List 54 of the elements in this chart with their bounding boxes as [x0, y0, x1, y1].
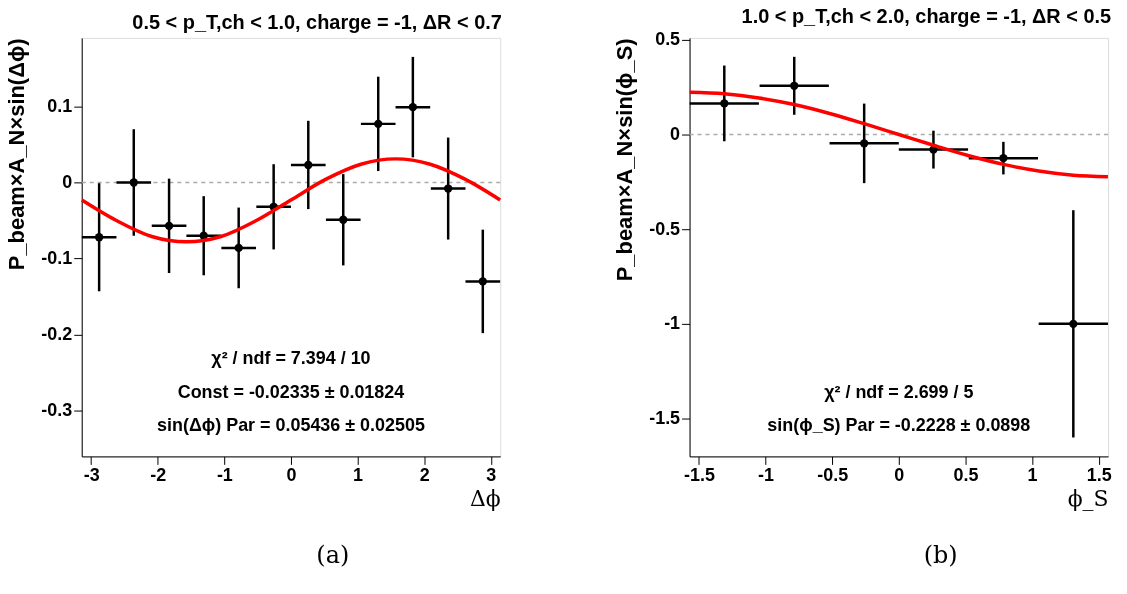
- point: [164, 221, 174, 230]
- x-tick-label: -1.5: [684, 464, 715, 485]
- point: [129, 178, 138, 187]
- y-tick-label: 0.1: [47, 95, 73, 116]
- annotation: sin(Δϕ) Par = 0.05436 ± 0.02505: [157, 415, 425, 436]
- y-tick-label: -0.2: [41, 324, 73, 345]
- x-tick-label: 0: [286, 464, 297, 485]
- point: [478, 277, 487, 286]
- x-tick-label: 1: [353, 464, 364, 485]
- x-tick-label: 0: [894, 464, 905, 485]
- y-tick-label: -1: [664, 313, 681, 334]
- y-tick-label: -0.1: [41, 248, 73, 269]
- x-tick-label: 2: [419, 464, 430, 485]
- y-axis-title: P_beam×A_N×sin(ϕ_S): [612, 38, 638, 282]
- point: [860, 139, 869, 148]
- chart-title: 0.5 < p_T,ch < 1.0, charge = -1, ΔR < 0.7: [132, 11, 502, 34]
- x-tick-label: 3: [486, 464, 497, 485]
- point: [94, 233, 104, 242]
- y-tick-label: 0.5: [655, 29, 681, 50]
- point: [304, 160, 313, 170]
- point: [1069, 319, 1078, 328]
- y-tick-label: -1.5: [649, 408, 681, 429]
- x-tick-label: 1.5: [1086, 464, 1112, 485]
- x-tick-label: -0.5: [817, 464, 849, 485]
- line-series: [687, 90, 1110, 179]
- x-tick-label: 0.5: [953, 464, 979, 485]
- text: (a): [316, 541, 350, 570]
- y-tick-label: 0: [670, 123, 681, 144]
- annotation: χ² / ndf = 7.394 / 10: [211, 347, 371, 368]
- y-tick-label: 0: [62, 171, 73, 192]
- point: [444, 184, 453, 193]
- chart-title: 1.0 < p_T,ch < 2.0, charge = -1, ΔR < 0.5: [741, 4, 1112, 27]
- y-axis-title: P_beam×A_N×sin(Δϕ): [4, 38, 30, 271]
- line-series: [80, 157, 502, 244]
- text: (b): [923, 541, 958, 570]
- x-tick-label: 1: [1027, 464, 1038, 485]
- x-tick-label: -1: [216, 464, 233, 485]
- x-tick-label: -3: [83, 464, 100, 485]
- point: [720, 99, 729, 108]
- y-tick-label: -0.5: [649, 218, 681, 239]
- x-tick-label: -1: [758, 464, 775, 485]
- annotation: sin(ϕ_S) Par = -0.2228 ± 0.0898: [767, 415, 1031, 436]
- annotation: χ² / ndf = 2.699 / 5: [824, 381, 974, 402]
- point: [374, 119, 383, 129]
- y-tick-label: -0.3: [41, 400, 73, 421]
- point: [234, 243, 243, 253]
- x-axis-title: Δϕ: [469, 485, 501, 511]
- point: [408, 102, 418, 112]
- point: [339, 215, 348, 224]
- x-axis-title: ϕ_S: [1067, 485, 1109, 511]
- point: [790, 81, 799, 90]
- point: [999, 153, 1008, 163]
- x-tick-label: -2: [150, 464, 167, 485]
- annotation: Const = -0.02335 ± 0.01824: [177, 381, 405, 402]
